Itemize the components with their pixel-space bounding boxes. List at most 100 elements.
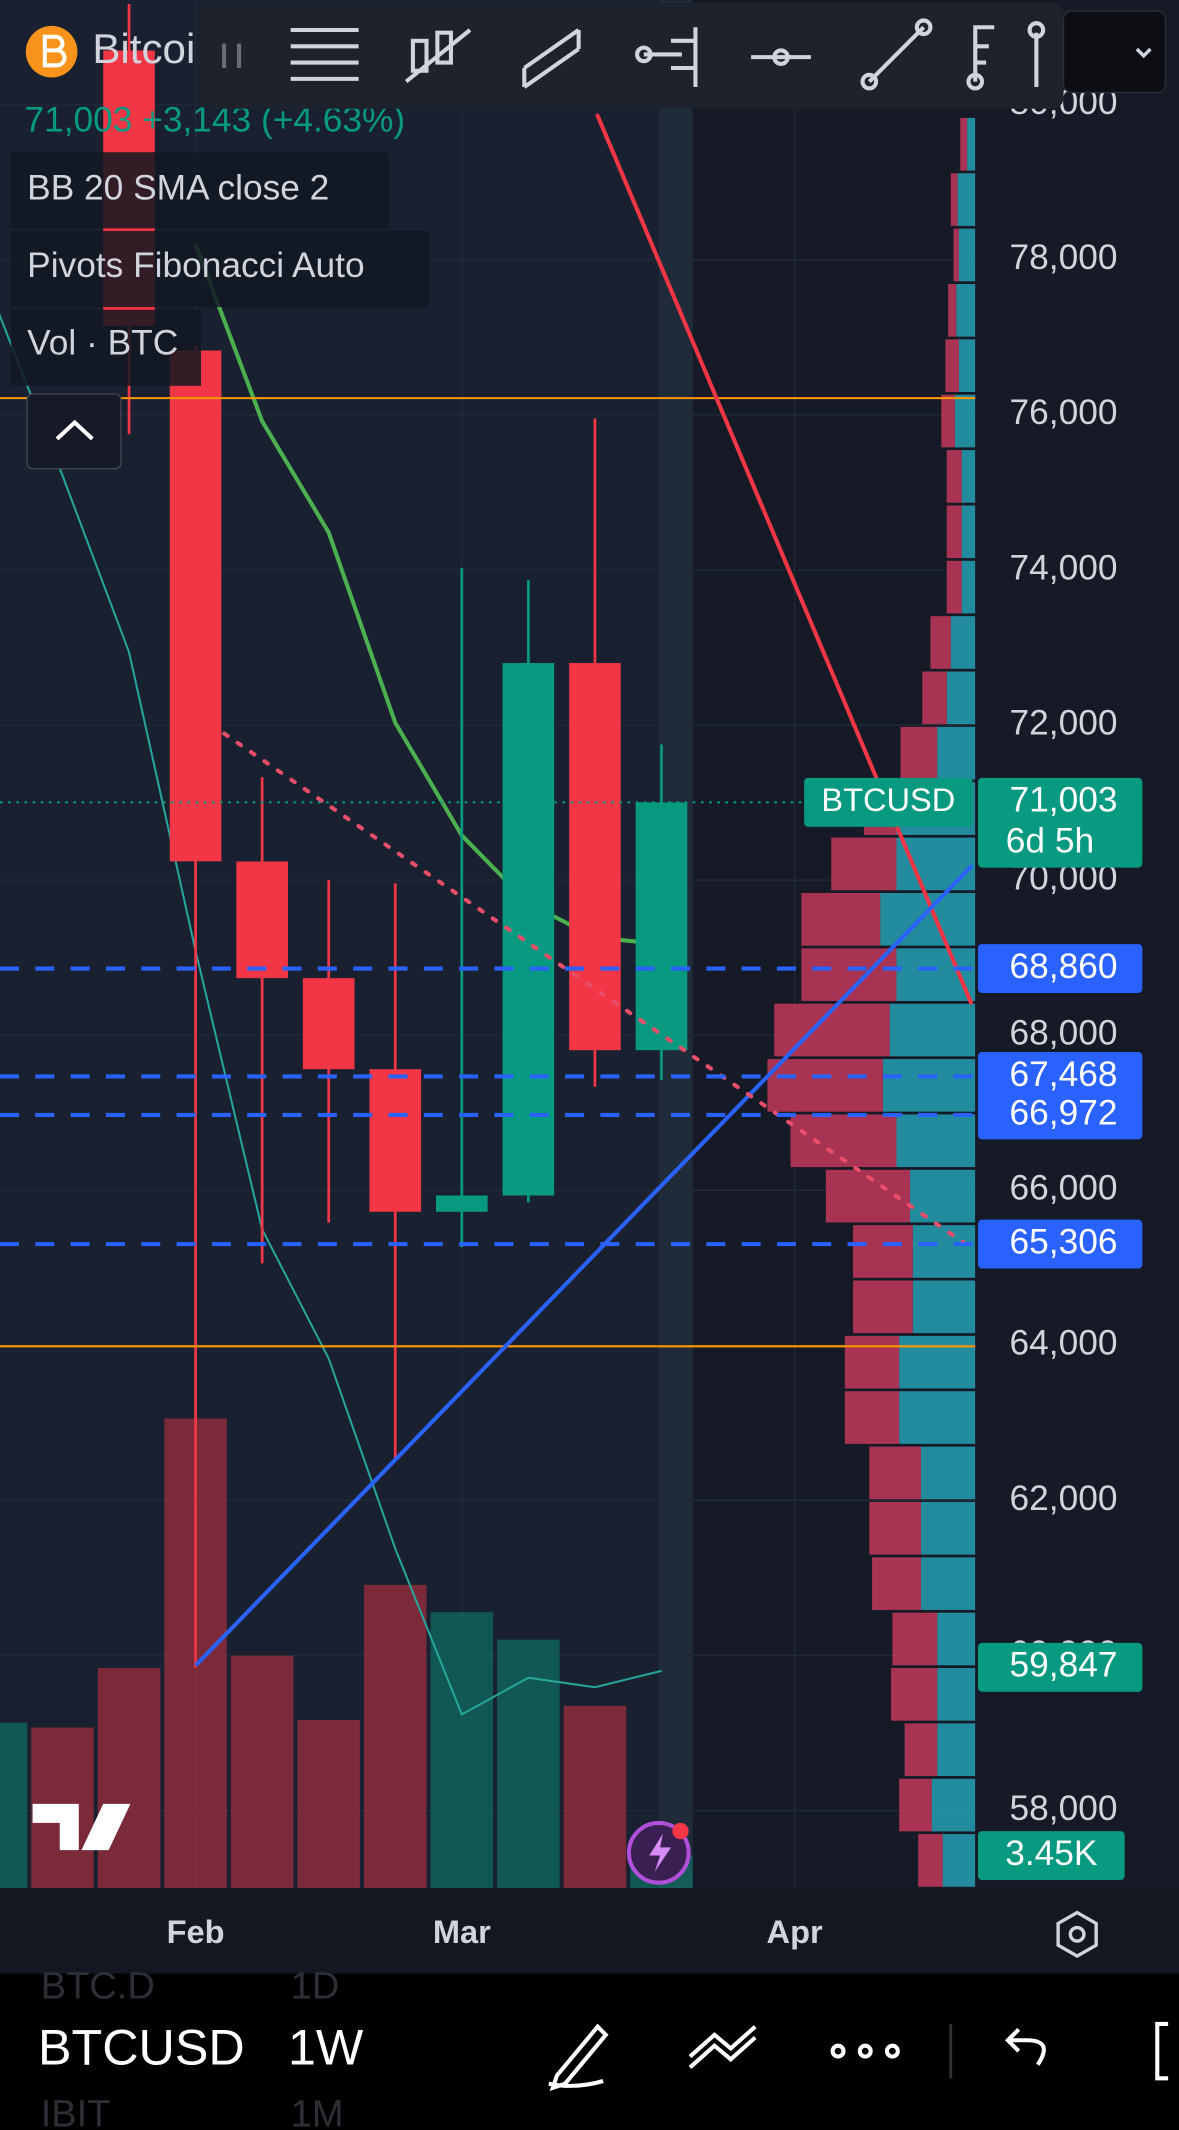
trend-line [222,731,967,1246]
volume-label: 3.45K [1005,1834,1098,1873]
y-tick-label: 62,000 [1010,1479,1118,1518]
profile-buy [889,1003,976,1057]
dropdown-caret [1135,47,1152,59]
candle-body [369,1069,422,1212]
volume-bar [563,1705,627,1889]
profile-buy [950,616,976,669]
indicator-bg [10,152,389,229]
price-label-bg [977,777,1143,868]
profile-buy [937,1612,976,1666]
profile-sell [922,671,947,725]
profile-sell [953,228,959,282]
profile-buy [931,1778,976,1832]
profile-buy [896,837,976,891]
profile-sell [960,117,968,171]
profile-sell [801,892,881,946]
profile-sell [900,726,938,780]
profile-buy [946,671,976,725]
profile-buy [899,1391,976,1444]
volume-bar [230,1655,294,1889]
profile-buy [882,1059,976,1112]
candle-body [302,978,355,1070]
profile-sell [767,1059,883,1112]
active-symbol[interactable]: BTCUSD [38,2019,245,2075]
profile-buy [958,339,976,393]
indicator-bg [10,309,202,386]
profile-sell [930,616,951,669]
price-label-bg [977,1052,1143,1101]
price-label-bg [977,1219,1143,1269]
candle-body [635,802,688,1051]
x-tick-label: Feb [167,1913,225,1950]
profile-sell [904,1723,938,1777]
bottom-tools[interactable] [548,2021,1169,2092]
collapse-button[interactable] [26,393,122,470]
profile-buy [920,1557,976,1610]
time-axis [0,1888,1179,1974]
volume-bar [430,1612,494,1889]
y-tick-label: 74,000 [1010,548,1118,587]
profile-buy [937,726,976,780]
watch-interval[interactable]: 1M [291,2093,344,2130]
profile-buy [961,560,976,614]
watch-symbol[interactable]: IBIT [41,2093,111,2130]
price-label: 66,972 [1010,1093,1118,1132]
toolbar-bg [196,2,1064,109]
profile-buy [899,1335,976,1389]
profile-buy [954,394,976,448]
profile-buy [896,948,976,1001]
volume-bar [97,1667,161,1889]
badge [672,1822,689,1840]
volume-label-bg [977,1831,1125,1880]
y-tick-label: 76,000 [1010,393,1118,432]
profile-sell [844,1391,900,1444]
indicator-bg [10,231,430,308]
profile-sell [946,560,962,614]
price-label: 71,003 [1010,781,1118,820]
price-axis: 80,00078,00076,00074,00072,00070,00068,0… [804,83,1143,1880]
y-tick-label: 66,000 [1010,1169,1118,1208]
trend-line [194,864,974,1667]
profile-sell [892,1612,938,1666]
drawing-toolbar [196,2,1167,109]
candle-body [436,1195,488,1212]
profile-buy [967,117,976,171]
profile-sell [941,394,955,448]
y-tick-label: 72,000 [1010,703,1118,742]
y-tick-label: 68,000 [1010,1014,1118,1053]
profile-sell [918,1834,943,1887]
active-interval[interactable]: 1W [288,2019,364,2075]
profile-sell [869,1446,921,1500]
price-countdown: 6d 5h [1006,821,1094,860]
profile-buy [961,450,976,503]
tv-logo [32,1803,131,1851]
profile-buy [920,1446,976,1500]
x-tick-label: Apr [767,1913,823,1950]
coin-glyph [42,34,67,68]
profile-buy [912,1225,976,1278]
profile-buy [957,173,976,226]
indicator-label[interactable]: BB 20 SMA close 2 [27,169,329,208]
candle-body [169,350,222,862]
plot-area [0,0,976,1889]
settings-button[interactable] [1056,1910,1098,1958]
indicator-label[interactable]: Vol · BTC [27,323,178,362]
profile-sell [853,1280,913,1334]
watch-symbol[interactable]: BTC.D [41,1966,155,2008]
profile-buy [956,284,976,337]
profile-sell [869,1501,921,1555]
y-tick-label: 58,000 [1010,1789,1118,1828]
profile-sell [946,505,962,559]
profile-sell [853,1225,913,1278]
price-label: 68,860 [1010,947,1118,986]
watch-interval[interactable]: 1D [291,1966,340,2008]
toolbar-icons[interactable] [290,18,1046,91]
dropdown[interactable] [1062,10,1167,94]
price-label-bg [977,1642,1143,1692]
candle-body [569,663,621,1051]
symbol-tag-bg [804,777,973,827]
y-tick-label: 78,000 [1010,238,1118,277]
indicator-label[interactable]: Pivots Fibonacci Auto [27,246,364,285]
symbol-tag: BTCUSD [821,781,955,818]
volume-bar [364,1584,427,1889]
